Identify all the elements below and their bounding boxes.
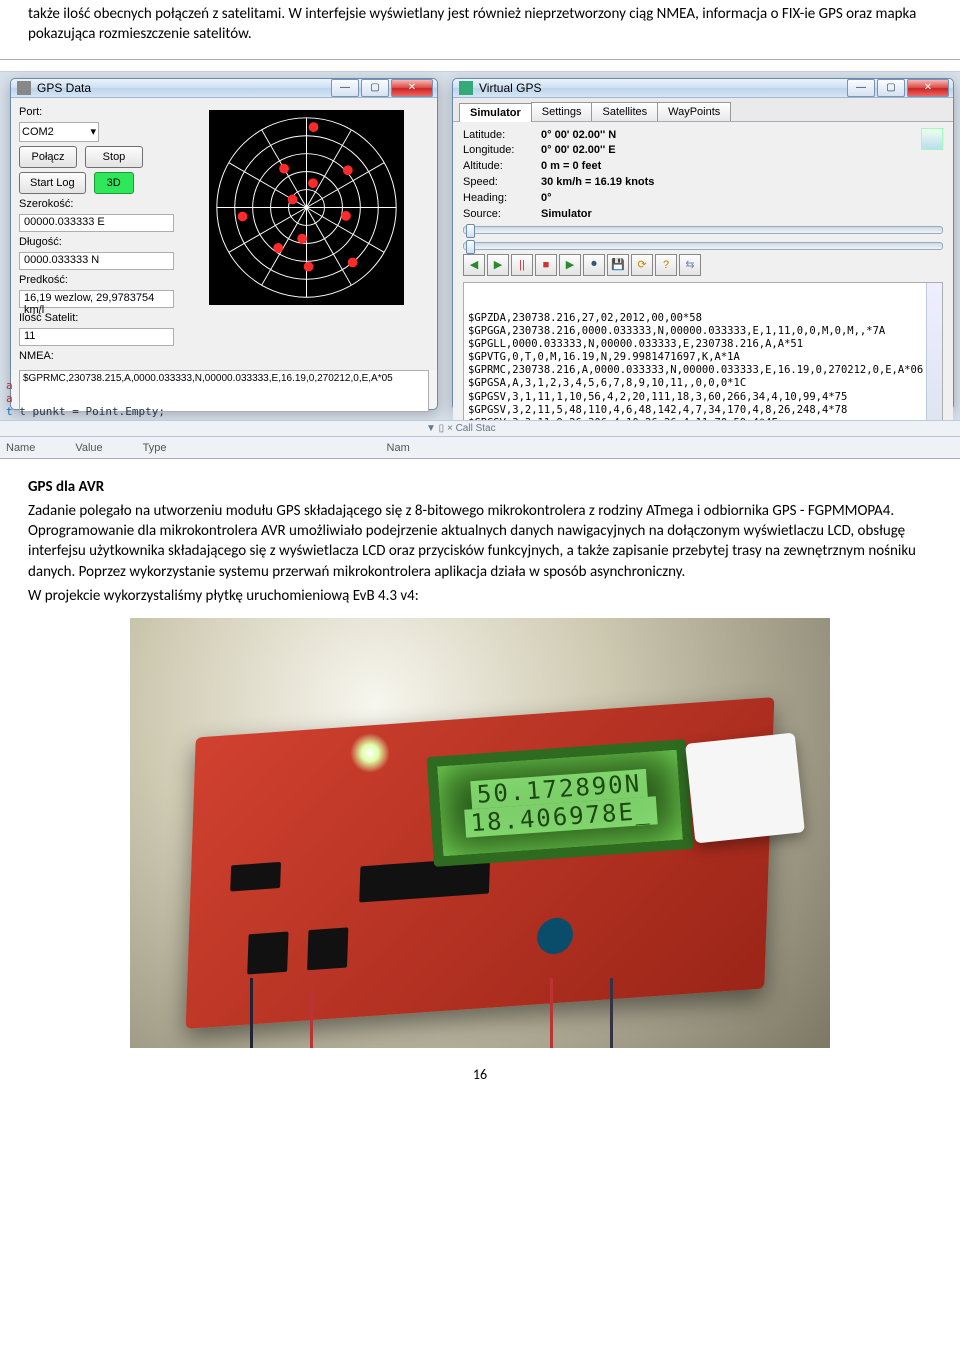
startlog-button[interactable]: Start Log <box>19 172 86 194</box>
pred-label: Predkość: <box>19 274 174 286</box>
tab-simulator[interactable]: Simulator <box>459 103 532 122</box>
window-virtual-gps: Virtual GPS — ▢ ✕ SimulatorSettingsSatel… <box>452 78 954 410</box>
connect-button[interactable]: Połącz <box>19 146 77 168</box>
titlebar-gps-data[interactable]: GPS Data — ▢ ✕ <box>11 79 437 98</box>
ilosc-field[interactable]: 11 <box>19 328 174 346</box>
slider-2[interactable] <box>463 242 943 250</box>
hardware-photo: 50.172890N 18.406978E_ <box>130 618 830 1048</box>
led-glow <box>349 732 392 775</box>
ide-background-top <box>0 60 960 72</box>
status-key: Speed: <box>463 175 535 190</box>
dlug-label: Długość: <box>19 236 174 248</box>
transport-button-3[interactable]: ■ <box>535 254 557 276</box>
port-label: Port: <box>19 106 174 118</box>
wire <box>250 978 253 1048</box>
page-number: 16 <box>0 1066 960 1083</box>
transport-button-7[interactable]: ⟳ <box>631 254 653 276</box>
status-value: 0° 00' 02.00'' E <box>541 143 654 158</box>
status-grid: Latitude: 0° 00' 02.00'' N Longitude: 0° 00… <box>463 128 654 222</box>
section-para-1: Zadanie polegało na utworzeniu modułu GP… <box>28 501 932 582</box>
gps-module-box <box>685 733 805 844</box>
close-button[interactable]: ✕ <box>907 79 949 97</box>
transport-bar: ◀▶||■▶⏺💾⟳?⇆ <box>453 254 953 280</box>
status-value: 0° 00' 02.00'' N <box>541 128 654 143</box>
szer-field[interactable]: 00000.033333 E <box>19 214 174 232</box>
status-key: Source: <box>463 207 535 222</box>
section-para-2: W projekcie wykorzystaliśmy płytkę uruch… <box>28 586 932 606</box>
code-fragment: a a t t punkt = Point.Empty; <box>6 379 165 418</box>
slider-1[interactable] <box>463 226 943 234</box>
panel-tab[interactable]: ▼ ▯ × Call Stac <box>426 423 496 434</box>
tab-bar: SimulatorSettingsSatellitesWayPoints <box>453 98 953 122</box>
transport-button-4[interactable]: ▶ <box>559 254 581 276</box>
szer-label: Szerokość: <box>19 198 174 210</box>
ide-bottom-panel: ▼ ▯ × Call Stac Name Value Type Nam <box>0 420 960 458</box>
status-key: Latitude: <box>463 128 535 143</box>
max-button[interactable]: ▢ <box>361 79 389 97</box>
col-name: Name <box>6 442 35 454</box>
status-key: Heading: <box>463 191 535 206</box>
wire <box>310 988 313 1048</box>
window-gps-data: GPS Data — ▢ ✕ Port: COM2▾ Połącz Stop S… <box>10 78 438 410</box>
section-heading: GPS dla AVR <box>28 477 932 497</box>
lcd-display: 50.172890N 18.406978E_ <box>426 739 693 867</box>
app-icon <box>459 81 473 95</box>
col-type: Type <box>143 442 167 454</box>
min-button[interactable]: — <box>847 79 875 97</box>
transport-button-9[interactable]: ⇆ <box>679 254 701 276</box>
app-icon <box>17 81 31 95</box>
nmea-label: NMEA: <box>19 350 174 362</box>
screenshot-composite: GPS Data — ▢ ✕ Port: COM2▾ Połącz Stop S… <box>0 59 960 459</box>
max-button[interactable]: ▢ <box>877 79 905 97</box>
status-key: Altitude: <box>463 159 535 174</box>
col-nam: Nam <box>387 442 410 454</box>
transport-button-0[interactable]: ◀ <box>463 254 485 276</box>
window-title: GPS Data <box>37 81 91 95</box>
intro-paragraph: także ilość obecnych połączeń z satelita… <box>28 4 932 45</box>
status-value: 0° <box>541 191 654 206</box>
min-button[interactable]: — <box>331 79 359 97</box>
titlebar-vgps[interactable]: Virtual GPS — ▢ ✕ <box>453 79 953 98</box>
source-icon[interactable] <box>921 128 943 150</box>
transport-button-8[interactable]: ? <box>655 254 677 276</box>
status-key: Longitude: <box>463 143 535 158</box>
port-select[interactable]: COM2▾ <box>19 122 99 142</box>
tab-satellites[interactable]: Satellites <box>591 102 658 121</box>
transport-button-6[interactable]: 💾 <box>607 254 629 276</box>
tab-waypoints[interactable]: WayPoints <box>657 102 731 121</box>
status-value: 0 m = 0 feet <box>541 159 654 174</box>
pred-field[interactable]: 16,19 wezlow, 29,9783754 km/l <box>19 290 174 308</box>
transport-button-2[interactable]: || <box>511 254 533 276</box>
tab-settings[interactable]: Settings <box>531 102 593 121</box>
wire <box>610 978 613 1048</box>
status-value: Simulator <box>541 207 654 222</box>
transport-button-5[interactable]: ⏺ <box>583 254 605 276</box>
satellite-radar <box>209 110 404 305</box>
ilosc-label: Ilość Satelit: <box>19 312 174 324</box>
status-value: 30 km/h = 16.19 knots <box>541 175 654 190</box>
dlug-field[interactable]: 0000.033333 N <box>19 252 174 270</box>
3d-button[interactable]: 3D <box>94 172 134 194</box>
stop-button[interactable]: Stop <box>85 146 143 168</box>
col-value: Value <box>75 442 102 454</box>
close-button[interactable]: ✕ <box>391 79 433 97</box>
window-title: Virtual GPS <box>479 81 541 95</box>
wire <box>550 978 553 1048</box>
transport-button-1[interactable]: ▶ <box>487 254 509 276</box>
port-value: COM2 <box>22 126 54 138</box>
